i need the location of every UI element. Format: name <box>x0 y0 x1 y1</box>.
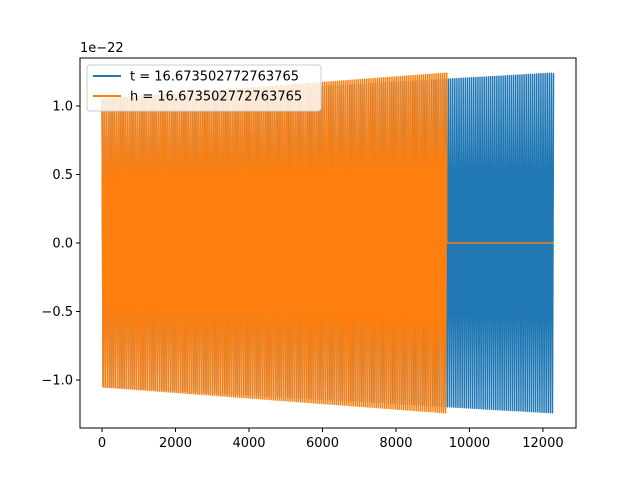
x-tick-label: 4000 <box>232 436 265 451</box>
y-tick-label: −0.5 <box>41 305 73 320</box>
y-offset-label: 1e−22 <box>80 41 124 56</box>
x-tick-label: 10000 <box>449 436 490 451</box>
legend-label: t = 16.673502772763765 <box>130 70 299 85</box>
x-tick-label: 8000 <box>379 436 412 451</box>
y-tick-label: 1.0 <box>52 99 73 114</box>
legend-label: h = 16.673502772763765 <box>130 90 302 105</box>
x-axis: 0 2000 4000 6000 8000 10000 12000 <box>98 428 564 451</box>
x-tick-label: 2000 <box>159 436 192 451</box>
y-tick-label: 0.5 <box>52 168 73 183</box>
y-tick-label: 0.0 <box>52 237 73 252</box>
legend-box <box>86 64 322 112</box>
series-line-1 <box>101 72 554 414</box>
y-axis: −1.0 −0.5 0.0 0.5 1.0 <box>41 99 80 389</box>
legend: t = 16.673502772763765 h = 16.67350277276… <box>86 64 322 112</box>
y-tick-label: −1.0 <box>41 374 73 389</box>
x-tick-label: 12000 <box>522 436 563 451</box>
series-layer <box>101 72 555 414</box>
x-tick-label: 6000 <box>306 436 339 451</box>
x-tick-label: 0 <box>98 436 106 451</box>
